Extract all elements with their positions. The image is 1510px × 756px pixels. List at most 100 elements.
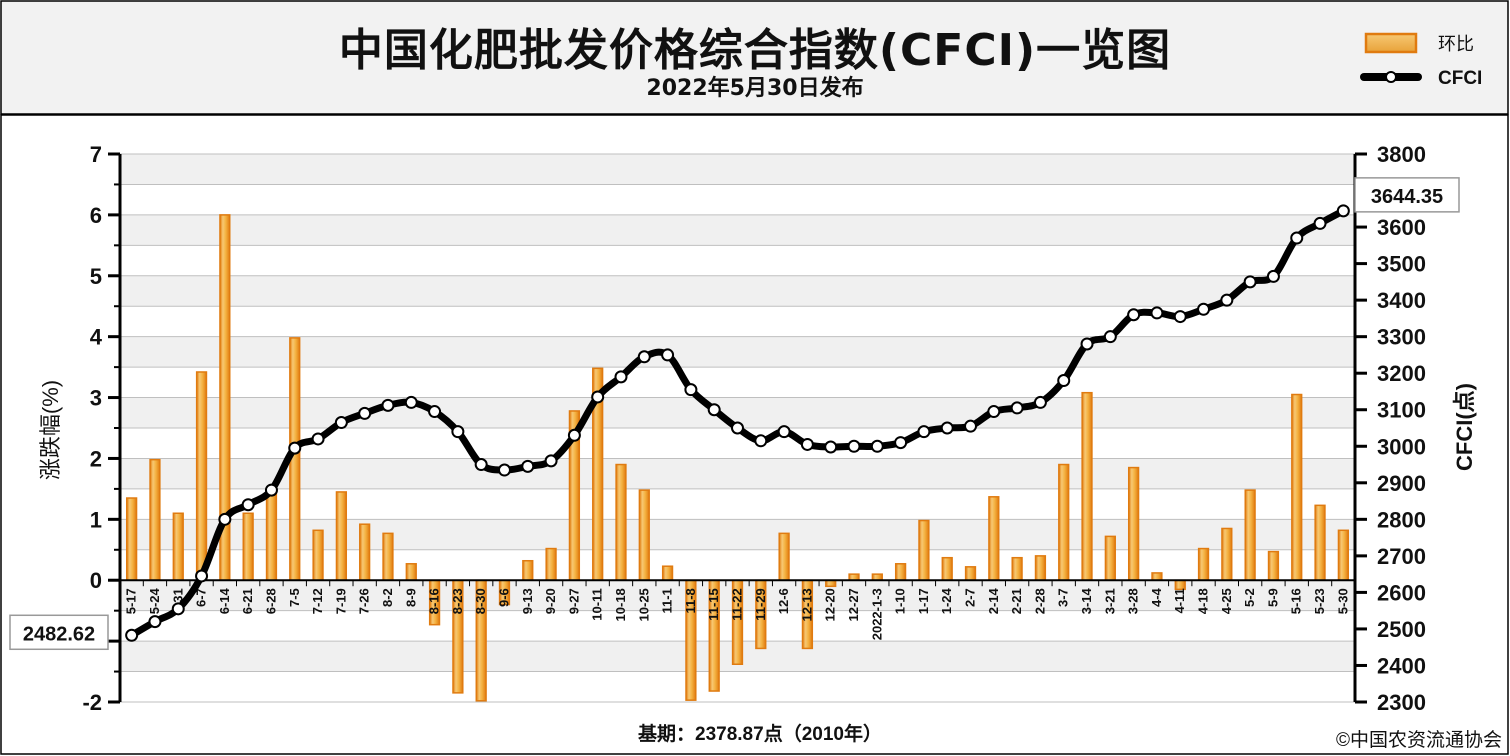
bar [1291, 393, 1303, 581]
plot-band [120, 367, 1355, 398]
bar [545, 547, 557, 581]
cfci-marker [125, 628, 139, 642]
bar [359, 523, 371, 581]
bar [1197, 547, 1210, 581]
x-tick-label: 8-23 [450, 588, 465, 614]
annotations: 2482.62 3644.35 [9, 177, 1460, 651]
x-tick-label: 3-28 [1126, 588, 1141, 614]
x-tick-label: 12-13 [799, 588, 814, 621]
y-tick-label-right: 3000 [1377, 434, 1426, 459]
cfci-marker [847, 439, 861, 453]
cfci-marker [591, 390, 605, 404]
cfci-marker [521, 459, 535, 473]
legend-bar-label: 环比 [1438, 34, 1474, 54]
y-axis-right-title: CFCI(点) [1452, 383, 1477, 471]
bar [941, 556, 953, 581]
bar [126, 497, 138, 581]
y-tick-label-right: 3200 [1377, 361, 1426, 386]
x-tick-label: 12-20 [823, 588, 838, 621]
plot-band [120, 519, 1355, 550]
x-tick-label: 4-18 [1196, 588, 1211, 614]
y-tick-label-right: 3500 [1377, 252, 1426, 277]
x-tick-label: 2-14 [986, 587, 1001, 614]
plot-band [120, 671, 1355, 702]
bar [335, 491, 348, 581]
cfci-marker [940, 421, 954, 435]
x-tick-label: 9-6 [496, 588, 511, 607]
x-tick-label: 10-18 [613, 588, 628, 621]
x-tick-label: 7-5 [287, 588, 302, 607]
cfci-marker [1150, 306, 1164, 320]
legend-bar-swatch [1364, 32, 1418, 54]
cfci-marker [800, 437, 814, 451]
bar [1151, 572, 1163, 581]
start-value-label: 2482.62 [23, 623, 95, 645]
cfci-marker [894, 436, 908, 450]
y-tick-label-left: 6 [90, 203, 102, 228]
bar [195, 371, 208, 581]
cfci-marker [777, 425, 791, 439]
plot-band [120, 154, 1355, 185]
copyright-note: ©中国农资流通协会 [1336, 729, 1502, 751]
plot-band [120, 549, 1355, 581]
bar [894, 563, 907, 581]
bar [615, 463, 627, 581]
plot-band [120, 245, 1355, 276]
cfci-marker [1080, 337, 1094, 351]
x-tick-labels: 5-17 5-24 5-31 6-7 6-14 6-21 6-28 7-5 7-12 7-19 7-… [119, 580, 1350, 640]
y-tick-label-right: 2300 [1377, 690, 1426, 715]
cfci-marker [264, 483, 278, 497]
bar [988, 496, 1000, 581]
cfci-marker [497, 463, 511, 477]
plot-band [120, 214, 1355, 246]
x-tick-label: 7-12 [310, 588, 325, 614]
bar [1244, 489, 1256, 581]
x-tick-label: 9-13 [520, 588, 535, 614]
cfci-marker [544, 454, 558, 468]
cfci-marker [661, 348, 675, 362]
cfci-marker [1103, 330, 1117, 344]
cfci-marker [731, 421, 744, 435]
y-tick-label-right: 2800 [1377, 507, 1426, 532]
y-tick-label-left: 4 [90, 325, 103, 350]
cfci-marker [1243, 275, 1257, 289]
y-tick-label-right: 3300 [1377, 325, 1426, 350]
cfci-marker [824, 440, 838, 454]
cfci-marker [1290, 231, 1304, 245]
x-tick-label: 1-24 [939, 587, 954, 614]
cfci-marker [917, 425, 931, 439]
x-tick-label: 8-30 [473, 588, 488, 614]
y-tick-label-right: 3600 [1377, 215, 1426, 240]
bar [1221, 527, 1233, 581]
bar [149, 458, 161, 581]
start-value-box [9, 614, 109, 651]
cfci-marker [148, 615, 162, 629]
plot-band [120, 306, 1355, 337]
y-tick-label-left: 1 [90, 507, 102, 532]
cfci-marker [241, 498, 255, 512]
bar [661, 565, 674, 581]
cfci-marker [1010, 401, 1024, 415]
cfci-marker [707, 403, 721, 417]
x-tick-label: 11-29 [753, 588, 768, 621]
x-tick-label: 5-9 [1265, 588, 1280, 607]
x-tick-label: 2022-1-3 [869, 588, 884, 640]
x-tick-label: 2-21 [1009, 588, 1024, 614]
bar [1011, 556, 1023, 581]
x-tick-label: 12-6 [776, 588, 791, 614]
x-tick-label: 6-7 [194, 588, 209, 607]
cfci-marker [1057, 374, 1071, 388]
bar [1174, 579, 1186, 591]
bar [1314, 504, 1326, 581]
bar [242, 512, 254, 581]
bar [265, 491, 278, 581]
bar [964, 566, 977, 581]
x-tick-label: 3-7 [1056, 588, 1071, 607]
chart-title: 中国化肥批发价格综合指数(CFCI)一览图 [338, 25, 1172, 76]
y-tick-label-right: 2700 [1377, 544, 1426, 569]
x-tick-label: 2-7 [963, 588, 978, 607]
x-tick-label: 9-20 [543, 588, 558, 614]
bar [405, 563, 417, 581]
bar [522, 559, 534, 581]
